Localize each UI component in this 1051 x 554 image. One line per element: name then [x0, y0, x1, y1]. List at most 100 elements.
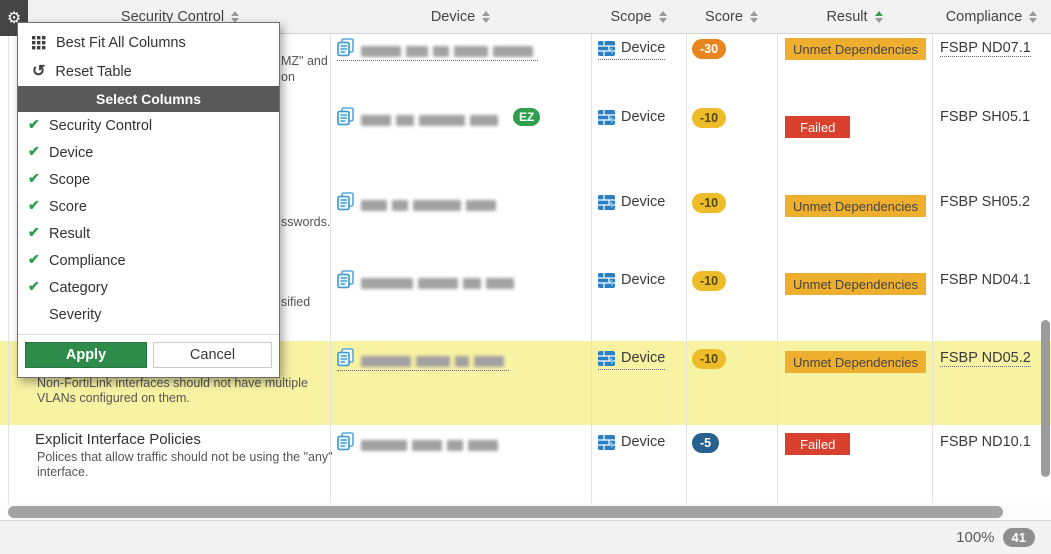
- column-option-label: Score: [49, 198, 87, 215]
- control-description-fragment: sswords.: [281, 215, 331, 229]
- scope-cell[interactable]: Device: [598, 350, 666, 370]
- column-option-severity[interactable]: ✔ Severity: [18, 301, 279, 328]
- scope-cell[interactable]: Device: [598, 194, 665, 210]
- firewall-icon: [598, 194, 615, 210]
- column-option-score[interactable]: ✔ Score: [18, 193, 279, 220]
- column-divider: [330, 0, 331, 503]
- sort-icon: [749, 10, 758, 23]
- menu-button-row: Apply Cancel: [18, 334, 279, 377]
- column-header-score[interactable]: Score: [686, 0, 777, 33]
- column-header-label: Result: [826, 8, 868, 25]
- compliance-value: FSBP ND10.1: [940, 434, 1031, 450]
- column-header-compliance[interactable]: Compliance: [932, 0, 1051, 33]
- redacted-device-name: [361, 115, 503, 126]
- scope-link[interactable]: Device: [598, 40, 666, 60]
- column-option-label: Result: [49, 225, 91, 242]
- select-columns-header: Select Columns: [18, 86, 279, 112]
- score-badge: -5: [692, 433, 720, 453]
- column-divider: [686, 0, 687, 503]
- check-icon: ✔: [28, 143, 40, 159]
- device-cell[interactable]: [337, 192, 501, 214]
- device-link[interactable]: [337, 348, 509, 371]
- device-cell[interactable]: [337, 432, 503, 454]
- table-row[interactable]: Explicit Interface Policies Polices that…: [0, 425, 1051, 504]
- firewall-icon: [598, 41, 615, 56]
- scope-link[interactable]: Device: [598, 350, 666, 370]
- control-description: Polices that allow traffic should not be…: [37, 450, 333, 479]
- device-icon: [337, 192, 354, 211]
- column-option-compliance[interactable]: ✔ Compliance: [18, 247, 279, 274]
- horizontal-scrollbar[interactable]: [0, 503, 1051, 520]
- column-option-device[interactable]: ✔ Device: [18, 139, 279, 166]
- column-option-scope[interactable]: ✔ Scope: [18, 166, 279, 193]
- column-option-label: Device: [49, 144, 94, 161]
- device-link[interactable]: [337, 432, 503, 454]
- device-link[interactable]: [337, 270, 519, 292]
- compliance-value: FSBP SH05.2: [940, 194, 1031, 210]
- sort-icon: [231, 10, 240, 23]
- control-description-fragment: sified: [281, 295, 311, 309]
- column-header-result[interactable]: Result: [777, 0, 932, 33]
- result-badge: Unmet Dependencies: [785, 195, 927, 217]
- column-header-label: Score: [705, 8, 743, 25]
- column-option-category[interactable]: ✔ Category: [18, 274, 279, 301]
- apply-button[interactable]: Apply: [25, 342, 147, 368]
- column-option-label: Category: [49, 279, 108, 296]
- device-icon: [337, 270, 354, 289]
- check-icon: ✔: [28, 197, 40, 213]
- sort-icon: [658, 10, 667, 23]
- best-fit-all-columns-item[interactable]: Best Fit All Columns: [18, 28, 279, 57]
- column-option-label: Severity: [49, 306, 102, 323]
- device-icon: [337, 432, 354, 451]
- vertical-scrollbar-thumb[interactable]: [1041, 320, 1050, 477]
- menu-item-label: Reset Table: [55, 63, 132, 80]
- scope-cell[interactable]: Device: [598, 40, 666, 60]
- reset-table-item[interactable]: ↺ Reset Table: [18, 57, 279, 86]
- column-divider: [777, 0, 778, 503]
- firewall-icon: [598, 434, 615, 450]
- score-badge: -10: [692, 349, 727, 369]
- column-header-label: Compliance: [945, 8, 1023, 25]
- score-badge: -30: [692, 39, 727, 59]
- result-badge: Unmet Dependencies: [785, 38, 927, 60]
- device-link[interactable]: [337, 192, 501, 214]
- result-badge: Unmet Dependencies: [785, 351, 927, 373]
- zoom-level: 100%: [956, 529, 995, 546]
- compliance-link[interactable]: FSBP ND07.1: [940, 40, 1031, 57]
- device-link[interactable]: [337, 38, 538, 61]
- scope-label: Device: [621, 434, 666, 450]
- scope-cell[interactable]: Device: [598, 272, 665, 288]
- scope-cell[interactable]: Device: [598, 434, 665, 450]
- compliance-link[interactable]: FSBP ND05.2: [940, 350, 1031, 367]
- device-icon: [337, 38, 354, 57]
- check-icon: ✔: [28, 251, 40, 267]
- cancel-button[interactable]: Cancel: [153, 342, 272, 368]
- control-title: Explicit Interface Policies: [35, 431, 201, 448]
- scope-cell[interactable]: Device: [598, 109, 665, 125]
- device-cell[interactable]: [337, 38, 538, 61]
- device-cell[interactable]: EZ: [337, 107, 541, 129]
- firewall-icon: [598, 109, 615, 125]
- column-divider: [8, 33, 9, 503]
- check-icon: ✔: [28, 170, 40, 186]
- score-badge: -10: [692, 108, 727, 128]
- compliance-value: FSBP ND04.1: [940, 272, 1031, 288]
- column-header-security-control[interactable]: Security Control: [30, 0, 330, 33]
- column-option-label: Security Control: [49, 117, 153, 134]
- device-link[interactable]: EZ: [337, 107, 541, 129]
- table-row-selected[interactable]: Non-FortiLink interfaces should not have…: [0, 341, 1051, 426]
- device-cell[interactable]: [337, 348, 509, 371]
- horizontal-scrollbar-thumb[interactable]: [8, 506, 1003, 518]
- column-option-result[interactable]: ✔ Result: [18, 220, 279, 247]
- scope-label: Device: [621, 40, 666, 56]
- column-header-device[interactable]: Device: [330, 0, 591, 33]
- device-cell[interactable]: [337, 270, 519, 292]
- scope-label: Device: [621, 350, 666, 366]
- result-badge: Failed: [785, 116, 851, 138]
- column-option-security-control[interactable]: ✔ Security Control: [18, 112, 279, 139]
- column-header-label: Scope: [610, 8, 652, 25]
- control-description: Non-FortiLink interfaces should not have…: [37, 376, 308, 405]
- column-header-scope[interactable]: Scope: [591, 0, 686, 33]
- sort-icon: [1029, 10, 1038, 23]
